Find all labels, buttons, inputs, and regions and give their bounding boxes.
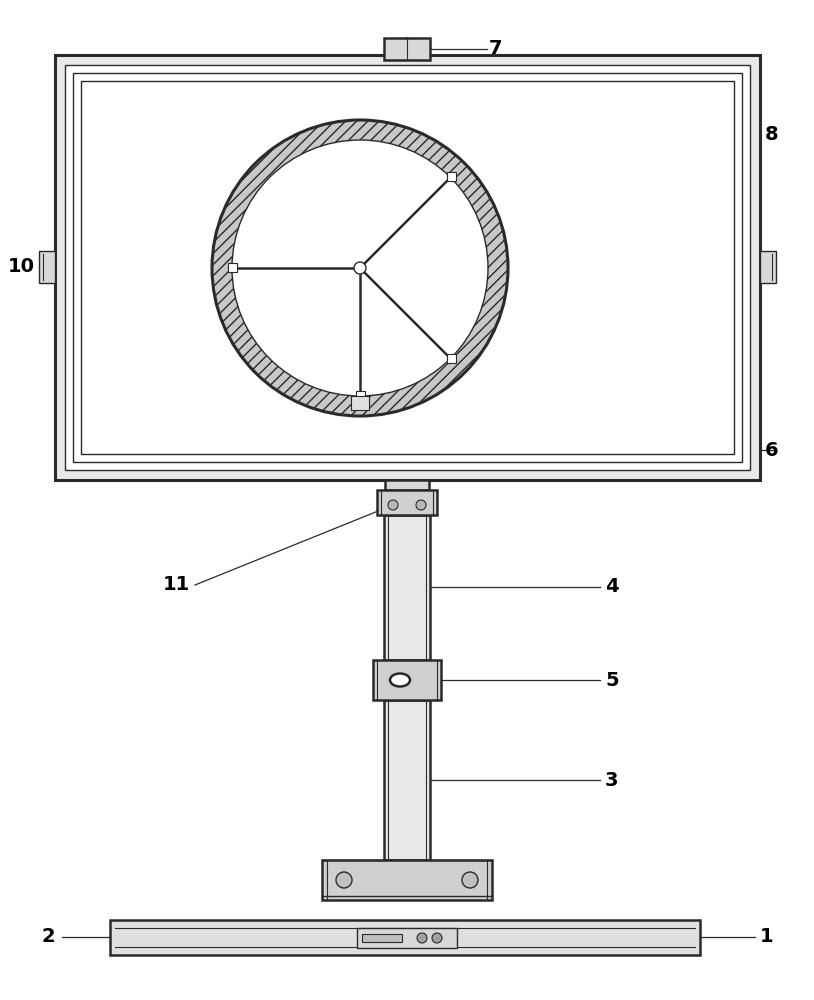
Text: 1: 1 bbox=[760, 928, 773, 946]
Bar bbox=[385, 480, 429, 490]
Bar bbox=[55, 55, 760, 480]
Text: 8: 8 bbox=[765, 125, 779, 144]
Circle shape bbox=[388, 500, 398, 510]
Bar bbox=[384, 515, 430, 660]
Circle shape bbox=[417, 933, 427, 943]
Text: 6: 6 bbox=[765, 440, 779, 460]
Text: 9: 9 bbox=[665, 258, 679, 277]
Circle shape bbox=[432, 933, 442, 943]
Bar bbox=[384, 38, 430, 60]
Bar bbox=[357, 928, 457, 948]
Circle shape bbox=[212, 120, 508, 416]
Text: 7: 7 bbox=[489, 39, 502, 58]
Bar bbox=[362, 934, 402, 942]
Bar bbox=[384, 700, 430, 860]
Bar bbox=[377, 490, 437, 515]
Text: 11: 11 bbox=[163, 576, 190, 594]
Text: 10: 10 bbox=[8, 257, 35, 276]
Bar bbox=[81, 81, 734, 454]
Circle shape bbox=[336, 872, 352, 888]
Bar bbox=[65, 65, 750, 470]
Circle shape bbox=[354, 262, 366, 274]
Text: 5: 5 bbox=[605, 670, 619, 690]
Bar bbox=[228, 263, 237, 272]
Bar bbox=[760, 251, 776, 283]
Text: 2: 2 bbox=[42, 928, 55, 946]
Bar bbox=[110, 920, 700, 955]
Text: 3: 3 bbox=[605, 770, 619, 790]
Bar bbox=[373, 660, 441, 700]
Circle shape bbox=[462, 872, 478, 888]
Bar bbox=[73, 73, 742, 462]
Ellipse shape bbox=[390, 674, 410, 686]
Bar bbox=[39, 251, 55, 283]
Bar bbox=[356, 391, 365, 400]
Bar bbox=[447, 172, 456, 181]
Bar bbox=[322, 860, 492, 900]
Circle shape bbox=[232, 140, 488, 396]
Bar bbox=[351, 396, 369, 410]
Text: 4: 4 bbox=[605, 578, 619, 596]
Bar bbox=[447, 354, 456, 363]
Circle shape bbox=[416, 500, 426, 510]
